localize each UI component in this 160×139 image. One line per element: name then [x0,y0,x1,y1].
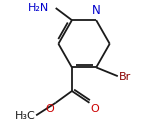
Text: N: N [92,4,101,18]
Text: Br: Br [119,72,131,82]
Text: H₂N: H₂N [28,3,49,13]
Text: H₃C: H₃C [14,111,35,121]
Text: O: O [91,104,100,114]
Text: O: O [45,104,54,114]
